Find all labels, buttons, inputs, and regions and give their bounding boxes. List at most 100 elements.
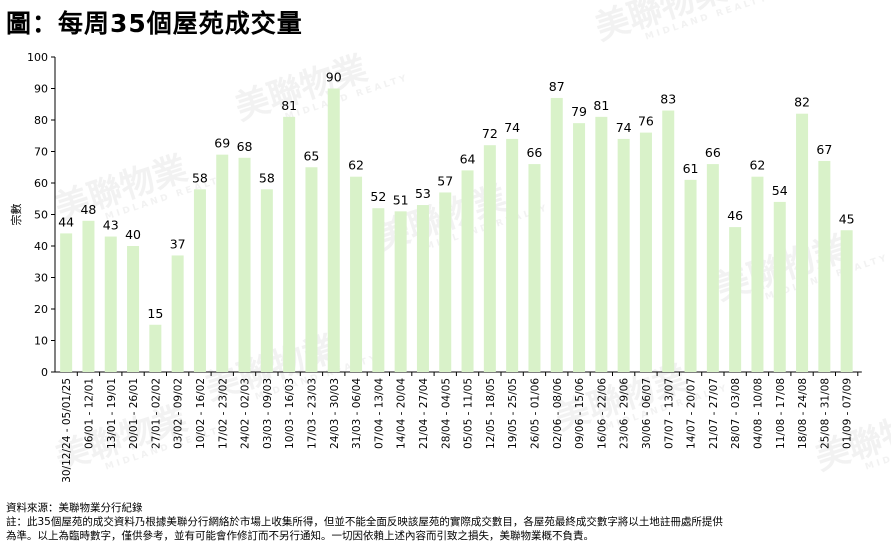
data-label: 58 [192, 170, 208, 185]
bar [104, 236, 117, 372]
bar [617, 138, 630, 372]
x-tick-label: 23/06 - 29/06 [619, 378, 631, 449]
x-tick-label: 19/05 - 25/05 [507, 378, 519, 449]
data-label: 62 [348, 158, 364, 173]
x-tick-label: 20/01 - 26/01 [128, 378, 140, 449]
x-tick-label: 10/03 - 16/03 [284, 378, 296, 449]
data-label: 62 [749, 158, 765, 173]
x-tick-label: 13/01 - 19/01 [106, 378, 118, 449]
bar [327, 88, 340, 372]
bar [773, 201, 786, 372]
data-label: 72 [482, 126, 498, 141]
data-label: 69 [214, 136, 230, 151]
x-tick-label: 02/06 - 08/06 [552, 378, 564, 449]
bar [350, 176, 363, 372]
data-label: 66 [705, 145, 721, 160]
bar [193, 189, 206, 372]
y-tick-label: 10 [34, 335, 48, 348]
bar [283, 116, 296, 372]
x-tick-label: 03/02 - 09/02 [173, 378, 185, 449]
bar [171, 255, 184, 372]
y-tick-label: 50 [34, 209, 48, 222]
data-label: 74 [504, 120, 520, 135]
data-label: 53 [415, 186, 431, 201]
data-label: 52 [370, 189, 386, 204]
watermark-text: 美聯物業 [590, 0, 732, 49]
data-label: 67 [816, 142, 832, 157]
x-tick-label: 28/07 - 03/08 [730, 378, 742, 449]
data-label: 43 [103, 218, 119, 233]
x-tick-label: 04/08 - 10/08 [752, 378, 764, 449]
bar [260, 189, 273, 372]
bar [818, 160, 831, 372]
bar [416, 205, 429, 372]
x-tick-label: 16/06 - 22/06 [596, 378, 608, 449]
x-tick-label: 28/04 - 04/05 [440, 378, 452, 449]
data-label: 90 [326, 70, 342, 85]
x-tick-label: 21/04 - 27/04 [418, 378, 430, 449]
x-tick-label: 21/07 - 27/07 [708, 378, 720, 449]
bar [506, 138, 519, 372]
x-tick-label: 03/03 - 09/03 [262, 378, 274, 449]
data-label: 83 [660, 92, 676, 107]
bar [439, 192, 452, 372]
disclaimer-line-1: 註：此35個屋苑的成交資料乃根據美聯分行網絡於市場上收集所得，但並不能全面反映該… [6, 516, 723, 528]
x-tick-label: 30/06 - 06/07 [641, 378, 653, 449]
bar [706, 164, 719, 372]
bar [238, 157, 251, 372]
y-tick-label: 30 [34, 272, 48, 285]
bar [394, 211, 407, 372]
bar [639, 132, 652, 372]
y-tick-label: 0 [41, 366, 48, 379]
data-label: 81 [281, 98, 297, 113]
y-tick-label: 100 [27, 51, 48, 64]
x-tick-label: 30/12/24 - 05/01/25 [61, 378, 73, 483]
data-label: 44 [58, 214, 74, 229]
bar [60, 233, 73, 372]
data-label: 65 [303, 148, 319, 163]
bar [305, 167, 318, 372]
bar [662, 110, 675, 373]
data-label: 74 [616, 120, 632, 135]
x-tick-label: 09/06 - 15/06 [574, 378, 586, 449]
x-tick-label: 06/01 - 12/01 [83, 378, 95, 449]
bar [573, 123, 586, 373]
source-note: 資料來源：美聯物業分行紀錄 [6, 502, 143, 514]
bar [149, 324, 162, 372]
data-label: 45 [839, 211, 855, 226]
data-label: 76 [638, 114, 654, 129]
data-label: 40 [125, 227, 141, 242]
x-tick-label: 05/05 - 11/05 [463, 378, 475, 449]
bar [528, 164, 541, 372]
y-tick-label: 20 [34, 303, 48, 316]
y-tick-label: 70 [34, 146, 48, 159]
data-label: 61 [683, 161, 699, 176]
x-tick-label: 07/04 - 13/04 [373, 378, 385, 449]
x-tick-label: 14/07 - 20/07 [686, 378, 698, 449]
data-label: 68 [237, 139, 253, 154]
data-label: 64 [460, 151, 476, 166]
x-tick-label: 17/02 - 23/02 [217, 378, 229, 449]
data-label: 58 [259, 170, 275, 185]
bar [751, 176, 764, 372]
x-tick-label: 31/03 - 06/04 [351, 378, 363, 449]
data-label: 79 [571, 104, 587, 119]
data-label: 87 [549, 79, 565, 94]
data-label: 54 [772, 183, 788, 198]
x-tick-label: 14/04 - 20/04 [396, 378, 408, 449]
bar [372, 208, 385, 372]
footer: 資料來源：美聯物業分行紀錄 註：此35個屋苑的成交資料乃根據美聯分行網絡於市場上… [6, 501, 886, 543]
x-tick-label: 18/08 - 24/08 [797, 378, 809, 449]
y-axis-label: 宗數 [9, 204, 23, 226]
bar [550, 97, 563, 372]
data-label: 15 [147, 306, 163, 321]
x-tick-label: 26/05 - 01/06 [529, 378, 541, 449]
x-tick-label: 01/09 - 07/09 [842, 378, 854, 449]
x-tick-label: 25/08 - 31/08 [819, 378, 831, 449]
data-label: 37 [170, 236, 186, 251]
bar [461, 170, 474, 372]
x-tick-label: 17/03 - 23/03 [306, 378, 318, 449]
